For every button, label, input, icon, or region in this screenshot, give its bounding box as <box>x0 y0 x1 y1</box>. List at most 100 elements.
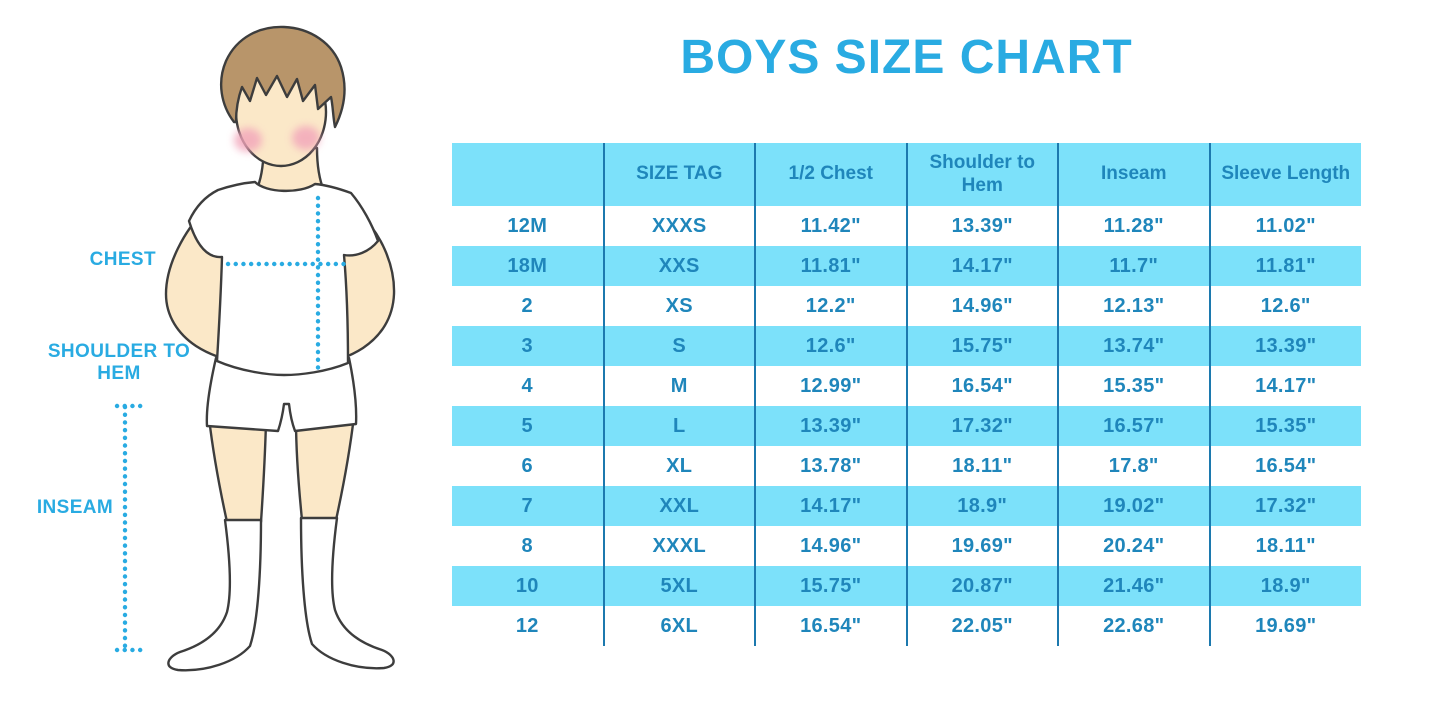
boy-measurement-illustration: CHEST SHOULDER TO HEM INSEAM <box>0 0 450 723</box>
header-inseam: Inseam <box>1057 143 1210 206</box>
table-row: 4 M 12.99" 16.54" 15.35" 14.17" <box>452 366 1361 406</box>
size-cell: 8 <box>521 534 533 557</box>
size-tag-cell: S <box>602 326 755 366</box>
header-size-tag: SIZE TAG <box>602 143 755 206</box>
boy-shorts <box>205 356 358 433</box>
inseam-cell: 13.74" <box>1057 326 1210 366</box>
boy-right-leg <box>294 414 356 522</box>
size-tag-cell: XS <box>602 286 755 326</box>
table-row: 6 XL 13.78" 18.11" 17.8" 16.54" <box>452 446 1361 486</box>
half-chest-cell: 14.17" <box>754 486 907 526</box>
shoulder-hem-cell: 14.17" <box>905 246 1058 286</box>
size-cell: 12M <box>507 214 548 237</box>
table-row: 8 XXXL 14.96" 19.69" 20.24" 18.11" <box>452 526 1361 566</box>
size-cell: 5 <box>521 414 533 437</box>
sleeve-length-cell: 15.35" <box>1208 406 1361 446</box>
shoulder-hem-cell: 18.11" <box>905 446 1058 486</box>
shoulder-hem-cell: 15.75" <box>905 326 1058 366</box>
shoulder-hem-cell: 18.9" <box>905 486 1058 526</box>
size-cell: 6 <box>521 454 533 477</box>
table-row: 7 XXL 14.17" 18.9" 19.02" 17.32" <box>452 486 1361 526</box>
boy-left-sock <box>167 518 263 672</box>
size-cell: 3 <box>521 334 533 357</box>
table-row: 10 5XL 15.75" 20.87" 21.46" 18.9" <box>452 566 1361 606</box>
inseam-cell: 11.7" <box>1057 246 1210 286</box>
sleeve-length-cell: 13.39" <box>1208 326 1361 366</box>
table-header-row: SIZE TAG 1/2 Chest Shoulder to Hem Insea… <box>452 143 1361 206</box>
half-chest-cell: 14.96" <box>754 526 907 566</box>
size-tag-cell: L <box>602 406 755 446</box>
boy-tshirt <box>187 180 380 377</box>
half-chest-cell: 16.54" <box>754 606 907 646</box>
inseam-cell: 19.02" <box>1057 486 1210 526</box>
sleeve-length-cell: 16.54" <box>1208 446 1361 486</box>
boy-left-leg <box>207 416 268 524</box>
boy-right-cheek <box>292 126 320 150</box>
header-half-chest: 1/2 Chest <box>754 143 907 206</box>
shoulder-hem-cell: 20.87" <box>905 566 1058 606</box>
shoulder-hem-cell: 16.54" <box>905 366 1058 406</box>
sleeve-length-cell: 14.17" <box>1208 366 1361 406</box>
size-tag-cell: M <box>602 366 755 406</box>
half-chest-cell: 13.78" <box>754 446 907 486</box>
boy-right-sock <box>299 516 395 670</box>
size-cell: 10 <box>515 574 539 597</box>
sleeve-length-cell: 11.81" <box>1208 246 1361 286</box>
half-chest-cell: 12.2" <box>754 286 907 326</box>
inseam-cell: 17.8" <box>1057 446 1210 486</box>
size-tag-cell: XXXS <box>602 206 755 246</box>
sleeve-length-cell: 12.6" <box>1208 286 1361 326</box>
shoulder-hem-cell: 19.69" <box>905 526 1058 566</box>
shoulder-hem-cell: 14.96" <box>905 286 1058 326</box>
inseam-cell: 21.46" <box>1057 566 1210 606</box>
half-chest-cell: 12.6" <box>754 326 907 366</box>
shoulder-hem-cell: 17.32" <box>905 406 1058 446</box>
inseam-cell: 11.28" <box>1057 206 1210 246</box>
sleeve-length-cell: 18.11" <box>1208 526 1361 566</box>
table-row: 3 S 12.6" 15.75" 13.74" 13.39" <box>452 326 1361 366</box>
table-row: 12 6XL 16.54" 22.05" 22.68" 19.69" <box>452 606 1361 646</box>
inseam-label: INSEAM <box>36 497 114 518</box>
header-shoulder-hem: Shoulder to Hem <box>905 143 1058 206</box>
shoulder-to-hem-label: SHOULDER TO HEM <box>47 341 191 384</box>
size-tag-cell: 6XL <box>602 606 755 646</box>
sleeve-length-cell: 17.32" <box>1208 486 1361 526</box>
size-cell: 18M <box>507 254 548 277</box>
inseam-cell: 16.57" <box>1057 406 1210 446</box>
inseam-cell: 22.68" <box>1057 606 1210 646</box>
page-title: BOYS SIZE CHART <box>680 31 1133 84</box>
boy-hair <box>219 25 346 129</box>
size-tag-cell: XXXL <box>602 526 755 566</box>
chest-label: CHEST <box>89 249 156 270</box>
sleeve-length-cell: 11.02" <box>1208 206 1361 246</box>
header-sleeve-length: Sleeve Length <box>1208 143 1361 206</box>
size-tag-cell: XL <box>602 446 755 486</box>
size-tag-cell: XXS <box>602 246 755 286</box>
table-row: 18M XXS 11.81" 14.17" 11.7" 11.81" <box>452 246 1361 286</box>
sleeve-length-cell: 18.9" <box>1208 566 1361 606</box>
size-cell: 2 <box>521 294 533 317</box>
half-chest-cell: 11.81" <box>754 246 907 286</box>
half-chest-cell: 11.42" <box>754 206 907 246</box>
size-cell: 4 <box>521 374 533 397</box>
inseam-cell: 12.13" <box>1057 286 1210 326</box>
size-cell: 7 <box>521 494 533 517</box>
sleeve-length-cell: 19.69" <box>1208 606 1361 646</box>
boy-figure-graphic <box>114 25 396 672</box>
header-size <box>452 143 604 206</box>
size-table: SIZE TAG 1/2 Chest Shoulder to Hem Insea… <box>452 143 1361 646</box>
inseam-cell: 20.24" <box>1057 526 1210 566</box>
half-chest-cell: 13.39" <box>754 406 907 446</box>
size-tag-cell: XXL <box>602 486 755 526</box>
boy-left-cheek <box>234 128 262 152</box>
table-row: 5 L 13.39" 17.32" 16.57" 15.35" <box>452 406 1361 446</box>
table-row: 2 XS 12.2" 14.96" 12.13" 12.6" <box>452 286 1361 326</box>
inseam-cell: 15.35" <box>1057 366 1210 406</box>
size-cell: 12 <box>515 614 539 637</box>
shoulder-hem-cell: 22.05" <box>905 606 1058 646</box>
half-chest-cell: 12.99" <box>754 366 907 406</box>
shoulder-hem-cell: 13.39" <box>905 206 1058 246</box>
table-row: 12M XXXS 11.42" 13.39" 11.28" 11.02" <box>452 206 1361 246</box>
size-tag-cell: 5XL <box>602 566 755 606</box>
